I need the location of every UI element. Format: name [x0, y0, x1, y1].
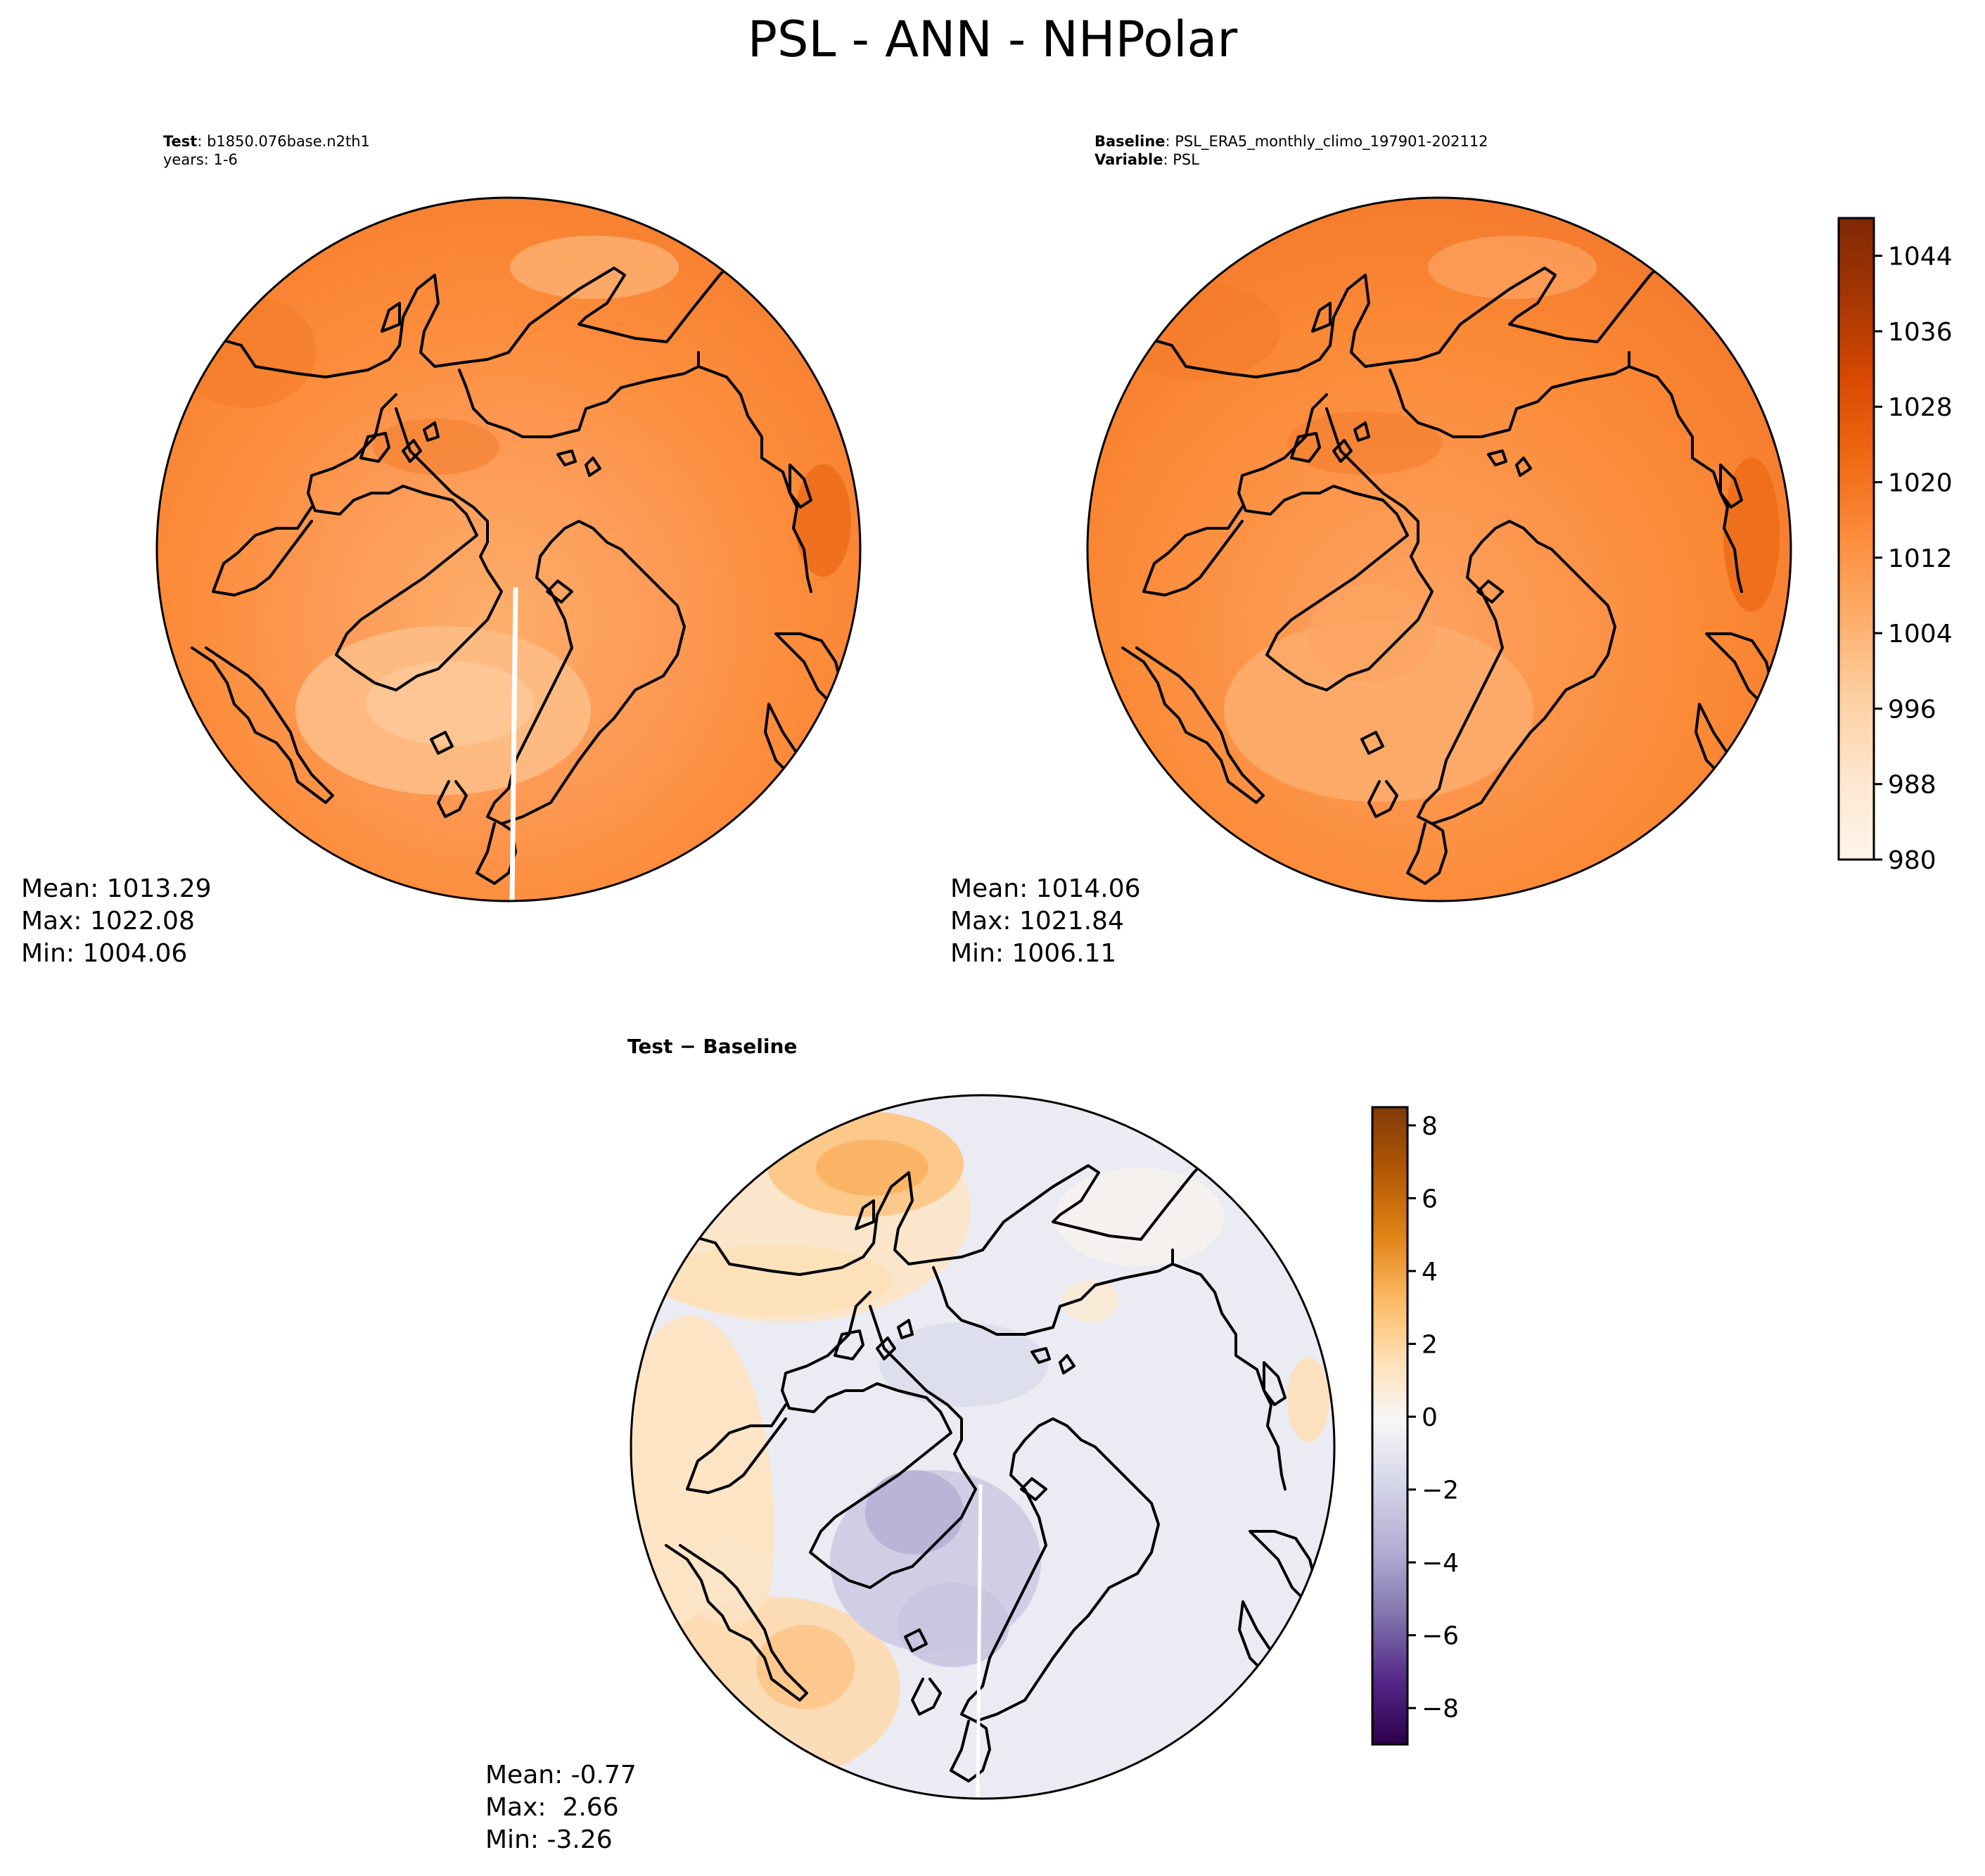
panel-baseline: Baseline: PSL_ERA5_monthly_climo_197901-…	[950, 133, 1792, 968]
baseline-stat-mean: Mean: 1014.06	[950, 874, 1141, 903]
psl-colorbar-tick-label: 996	[1888, 695, 1936, 724]
diff-title-left: Test	[627, 1035, 672, 1058]
panel-test: Test: b1850.076base.n2th1 years: 1-6 Mea…	[21, 133, 862, 968]
test-label-rest: : b1850.076base.n2th1	[197, 133, 370, 150]
diff-colorbar-tick-label: −8	[1422, 1695, 1459, 1723]
psl-colorbar-tick-label: 1036	[1888, 318, 1953, 347]
diff-colorbar-tick-label: 2	[1422, 1331, 1438, 1360]
diff-colorbar-tick-label: −6	[1422, 1622, 1459, 1651]
baseline-label: Baseline: PSL_ERA5_monthly_climo_197901-…	[1094, 133, 1488, 151]
baseline-variable-rest: : PSL	[1163, 151, 1199, 168]
psl-colorbar-tick-label: 1028	[1888, 393, 1953, 422]
diff-stat-mean: Mean: -0.77	[485, 1761, 637, 1789]
test-label: Test: b1850.076base.n2th1	[163, 133, 370, 150]
diff-colorbar-tick-label: −4	[1422, 1549, 1459, 1578]
test-years: years: 1-6	[163, 151, 238, 168]
test-stat-max: Max: 1022.08	[21, 907, 195, 936]
diff-title-right: Baseline	[703, 1035, 797, 1058]
diff-colorbar-tick-label: 8	[1422, 1112, 1438, 1141]
diff-colorbar-tick-label: 0	[1422, 1403, 1438, 1432]
diff-stat-max: Max: 2.66	[485, 1793, 619, 1822]
psl-colorbar-fill	[1839, 218, 1874, 860]
psl-colorbar: 1044 1036 1028 1020 1012 1004 996 988 980	[1837, 217, 1953, 875]
psl-colorbar-ticks: 1044 1036 1028 1020 1012 1004 996 988 980	[1874, 243, 1953, 875]
psl-colorbar-tick-label: 980	[1888, 846, 1936, 875]
test-map	[157, 198, 860, 901]
psl-colorbar-tick-label: 988	[1888, 771, 1936, 800]
psl-colorbar-tick-label: 1004	[1888, 620, 1953, 649]
psl-colorbar-tick-label: 1020	[1888, 469, 1953, 498]
test-label-bold: Test	[163, 133, 197, 150]
diff-colorbar-frame	[1371, 1106, 1409, 1746]
diff-stat-min: Min: -3.26	[485, 1825, 613, 1854]
diff-colorbar-ticks: 8 6 4 2 0 −2 −4 −6 −8	[1408, 1112, 1459, 1723]
diff-colorbar-tick-label: 4	[1422, 1258, 1438, 1287]
baseline-label-bold: Baseline	[1094, 133, 1166, 150]
test-stat-mean: Mean: 1013.29	[21, 874, 212, 903]
psl-colorbar-tick-label: 1044	[1888, 243, 1953, 272]
diff-title: Test − Baseline	[627, 1035, 797, 1058]
psl-colorbar-tick-label: 1012	[1888, 544, 1953, 573]
diff-colorbar-tick-label: 6	[1422, 1185, 1438, 1213]
figure-title: PSL - ANN - NHPolar	[748, 11, 1238, 68]
diff-map	[631, 1095, 1334, 1799]
baseline-stat-max: Max: 1021.84	[950, 907, 1124, 936]
panel-diff: Test − Baseline Mean: -0.77 Max: 2.66 Mi…	[485, 1035, 1336, 1854]
test-stat-min: Min: 1004.06	[21, 939, 187, 968]
diff-colorbar: 8 6 4 2 0 −2 −4 −6 −8	[1371, 1106, 1459, 1746]
psl-colorbar-frame	[1837, 217, 1875, 861]
baseline-variable: Variable: PSL	[1094, 151, 1199, 168]
baseline-map	[1087, 198, 1791, 901]
baseline-label-rest: : PSL_ERA5_monthly_climo_197901-202112	[1166, 133, 1488, 151]
diff-colorbar-fill	[1372, 1107, 1408, 1744]
diff-colorbar-tick-label: −2	[1422, 1476, 1459, 1505]
baseline-variable-bold: Variable	[1094, 151, 1163, 168]
baseline-stat-min: Min: 1006.11	[950, 939, 1116, 968]
diff-title-op: −	[672, 1035, 703, 1058]
